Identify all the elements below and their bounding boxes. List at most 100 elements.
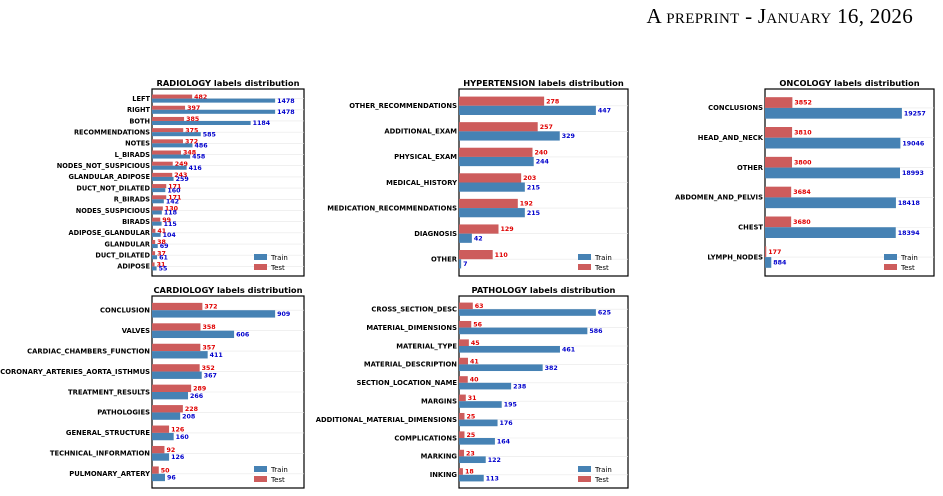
train-value-label: 18993 [902,170,924,177]
train-bar [152,165,187,170]
test-value-label: 3800 [794,159,812,166]
test-value-label: 375 [185,127,198,134]
test-value-label: 397 [187,105,200,112]
test-value-label: 240 [534,150,548,157]
train-bar [152,310,276,318]
test-bar [459,468,463,475]
legend-test-swatch [578,476,591,482]
train-bar [459,309,596,316]
train-value-label: 416 [189,165,203,172]
train-value-label: 367 [204,372,217,379]
train-value-label: 104 [163,232,177,239]
train-value-label: 96 [167,475,176,482]
test-value-label: 228 [185,406,198,413]
train-value-label: 382 [545,365,558,372]
train-value-label: 238 [513,383,526,390]
train-bar [459,346,560,353]
train-bar [152,132,201,137]
train-value-label: 160 [167,187,181,194]
category-label: BIRADS [122,218,150,226]
category-label: OTHER [737,164,764,172]
train-value-label: 585 [203,131,216,138]
test-value-label: 110 [495,252,509,259]
train-value-label: 625 [598,310,611,317]
train-bar [765,197,896,209]
train-bar [459,401,502,408]
category-label: ADIPOSE_GLANDULAR [69,229,150,237]
train-value-label: 266 [190,393,204,400]
category-label: CHEST [738,224,763,232]
train-value-label: 61 [159,254,168,261]
train-value-label: 884 [773,260,787,267]
train-value-label: 1478 [277,98,295,105]
category-label: MEDICAL_HISTORY [386,179,457,187]
test-value-label: 171 [168,183,181,190]
test-value-label: 482 [194,94,207,101]
train-value-label: 164 [497,439,511,446]
train-value-label: 69 [160,243,169,250]
train-value-label: 461 [562,347,575,354]
test-value-label: 23 [466,450,475,457]
test-bar [152,228,156,233]
radiology-chart: RADIOLOGY labels distribution LEFT 482 1478… [57,78,305,277]
hypertension-legend: Train Test [578,254,612,272]
category-label: ADIPOSE [117,263,150,271]
test-bar [152,405,183,413]
oncology-title: ONCOLOGY labels distribution [779,78,919,88]
radiology-legend: Train Test [254,254,288,272]
train-bar [765,107,902,119]
category-label: CORONARY_ARTERIES_AORTA_ISTHMUS [0,368,150,376]
test-value-label: 56 [473,321,482,328]
test-bar [459,449,465,457]
category-label: CONCLUSIONS [708,104,763,112]
category-label: LEFT [132,95,150,103]
train-bar [152,221,162,226]
test-value-label: 38 [157,239,166,246]
test-bar [152,184,167,189]
category-label: CROSS_SECTION_DESC [371,306,457,314]
test-value-label: 372 [185,139,198,146]
test-bar [765,216,792,228]
category-label: CONCLUSION [100,307,150,315]
train-value-label: 7 [463,261,467,268]
train-bar [152,154,191,159]
test-bar [459,376,468,383]
category-label: PULMONARY_ARTERY [69,470,150,478]
pathology-title: PATHOLOGY labels distribution [472,285,616,295]
train-bar [765,257,772,268]
legend-test-label: Test [594,476,609,484]
category-label: L_BIRADS [115,151,151,159]
train-bar [152,266,157,271]
test-bar [459,198,518,209]
legend-train-swatch [254,254,267,260]
train-bar [152,432,174,441]
test-bar [152,94,193,99]
test-value-label: 352 [202,365,215,372]
train-bar [459,131,560,141]
legend-test-swatch [884,264,897,270]
test-bar [152,445,165,454]
train-bar [152,210,162,215]
train-value-label: 208 [182,413,195,420]
test-value-label: 3684 [793,189,811,196]
test-bar [152,343,201,352]
test-bar [152,323,201,331]
test-bar [765,246,767,258]
category-label: MEDICATION_RECOMMENDATIONS [327,204,457,212]
train-bar [152,255,158,260]
category-label: RECOMMENDATIONS [74,128,150,136]
test-bar [152,150,181,155]
test-bar [152,384,192,392]
train-value-label: 42 [474,235,483,242]
category-label: MATERIAL_TYPE [396,342,457,350]
legend-train-swatch [884,254,897,260]
test-value-label: 40 [470,377,479,384]
test-value-label: 3852 [794,100,812,107]
category-label: HEAD_AND_NECK [698,134,764,142]
test-value-label: 3810 [794,130,812,137]
test-bar [152,466,159,474]
page-header: A preprint - January 16, 2026 [646,4,913,28]
test-bar [152,116,185,121]
train-value-label: 160 [176,434,190,441]
test-bar [152,195,167,200]
